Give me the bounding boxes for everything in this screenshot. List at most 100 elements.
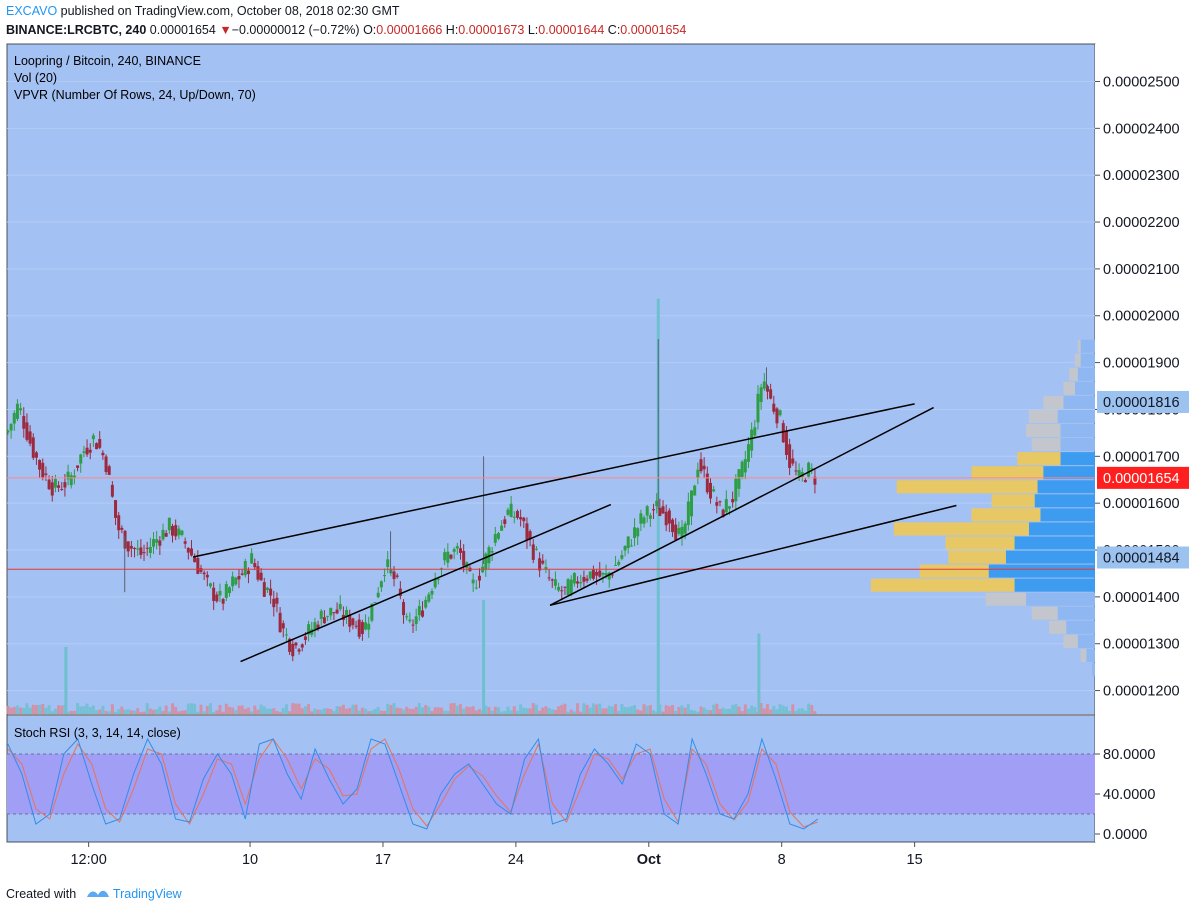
last-price: 0.00001654 (149, 23, 216, 37)
candle (620, 550, 624, 561)
candle (215, 591, 219, 603)
candle-body (364, 622, 368, 630)
author-name[interactable]: EXCAVO (6, 4, 58, 18)
candle-body (604, 573, 608, 576)
candle-body (95, 443, 99, 450)
volume-bar (297, 703, 301, 714)
volume-bar (186, 703, 190, 714)
legend-vpvr[interactable]: VPVR (Number Of Rows, 24, Up/Down, 70) (14, 88, 256, 102)
volume-bar (360, 707, 364, 714)
candle (275, 592, 279, 613)
candle-body (553, 579, 557, 586)
volume-bar (76, 703, 80, 714)
vpvr-up-bar (1043, 466, 1095, 480)
candle-body (28, 431, 32, 444)
candle (152, 532, 156, 555)
candle-body (250, 553, 254, 564)
volume-bar (427, 706, 431, 714)
vpvr-up-bar (1063, 395, 1095, 409)
candle-body (313, 622, 317, 630)
candle (633, 518, 637, 547)
volume-bar (69, 710, 73, 714)
chart-area[interactable]: 0.00002500 0.00002400 0.00002300 0.00002200… (0, 0, 1201, 880)
volume-bar (196, 711, 200, 714)
candle-body (171, 525, 175, 536)
volume-bar (588, 707, 592, 714)
volume-bar (759, 703, 763, 714)
candle (227, 586, 231, 597)
candle-body (515, 511, 519, 518)
tradingview-link[interactable]: TradingView (112, 887, 182, 901)
legend-title[interactable]: Loopring / Bitcoin, 240, BINANCE (14, 54, 201, 68)
volume-bar (288, 711, 292, 714)
candle-body (550, 579, 554, 581)
candle-body (354, 625, 358, 627)
volume-bar (253, 705, 257, 714)
volume-bar (291, 703, 295, 714)
candle-body (522, 517, 526, 522)
candle (538, 552, 542, 578)
chart-header: EXCAVO published on TradingView.com, Oct… (0, 0, 1201, 42)
candle-body (509, 503, 513, 517)
volume-bar (326, 708, 330, 714)
candle-body (699, 459, 703, 472)
volume-bar (686, 703, 690, 714)
candle-body (769, 389, 773, 399)
volume-bar (762, 708, 766, 714)
candle (430, 588, 434, 600)
volume-bar (484, 705, 488, 714)
volume-bar (79, 706, 83, 714)
candle (737, 469, 741, 497)
vpvr-up-bar (1014, 578, 1095, 592)
candle-body (750, 429, 754, 451)
candle (427, 592, 431, 604)
candle-body (174, 525, 178, 537)
footer: Created with TradingView (6, 886, 182, 901)
created-with-label: Created with (6, 887, 77, 901)
volume-bar (718, 708, 722, 714)
candle (34, 450, 38, 465)
volume-bar (731, 704, 735, 714)
volume-bar (133, 710, 137, 714)
volume-bar (506, 706, 510, 714)
candle-body (462, 550, 466, 566)
candle-body (620, 555, 624, 559)
candle-body (693, 485, 697, 496)
volume-bar (142, 711, 146, 714)
volume-bar (661, 711, 665, 714)
candle (702, 457, 706, 479)
volume-bar (341, 704, 345, 714)
candle-body (196, 558, 200, 574)
stoch-legend[interactable]: Stoch RSI (3, 3, 14, 14, close) (14, 726, 181, 740)
candle (417, 599, 421, 621)
candle (22, 407, 26, 438)
stoch-tick-label: 0.0000 (1103, 827, 1147, 843)
candle-body (737, 469, 741, 489)
candle (256, 560, 260, 582)
candle (180, 529, 184, 537)
volume-bar (136, 708, 140, 714)
candle-body (727, 506, 731, 509)
volume-bar (807, 703, 811, 714)
candle-body (788, 444, 792, 468)
candle (500, 520, 504, 531)
vpvr-down-bar (1017, 452, 1061, 466)
candle-body (41, 462, 45, 479)
vpvr-up-bar (1080, 339, 1095, 353)
candle-body (370, 603, 374, 621)
candle-body (6, 430, 10, 433)
candle-body (803, 479, 807, 483)
volume-bar (595, 704, 599, 714)
candle-body (560, 590, 564, 592)
trendline (549, 504, 957, 607)
legend-vol[interactable]: Vol (20) (14, 71, 57, 85)
volume-bar (734, 704, 738, 714)
candle-body (316, 624, 320, 629)
candle-body (648, 515, 652, 519)
candle-body (345, 610, 349, 617)
trendline (240, 503, 612, 663)
vpvr-down-bar (1026, 424, 1061, 438)
volume-bar (677, 706, 681, 714)
volume-bar (433, 707, 437, 714)
candle (569, 575, 573, 597)
